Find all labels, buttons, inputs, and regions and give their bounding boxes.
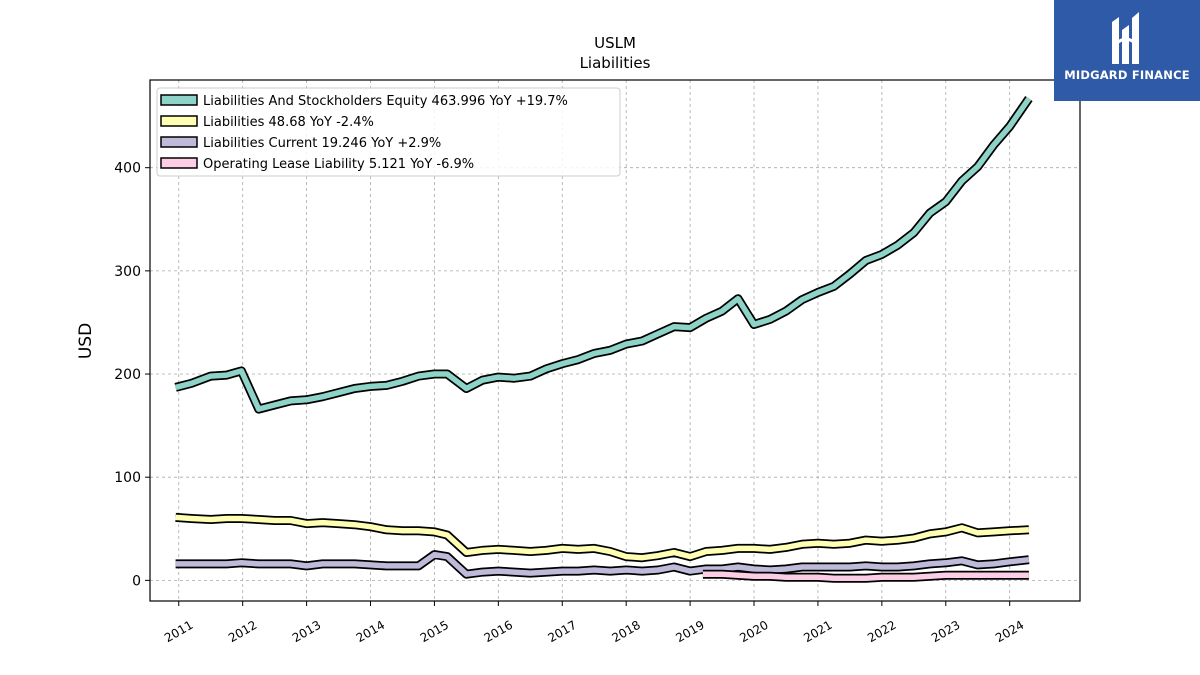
series-stroke bbox=[175, 514, 1030, 561]
x-tick-label: 2012 bbox=[226, 618, 259, 645]
series-line-2 bbox=[175, 512, 1030, 563]
x-tick-label: 2016 bbox=[482, 618, 515, 645]
x-tick-label: 2019 bbox=[673, 618, 706, 645]
series-stroke bbox=[175, 551, 1030, 577]
plot-frame bbox=[149, 79, 1081, 602]
x-tick-label: 2020 bbox=[737, 618, 770, 645]
series-line-4 bbox=[702, 569, 1029, 583]
x-tick-label: 2014 bbox=[354, 618, 387, 645]
series-stroke bbox=[174, 97, 1032, 412]
legend-box bbox=[156, 87, 621, 177]
x-tick-label: 2017 bbox=[546, 618, 579, 645]
y-tick-label: 400 bbox=[114, 161, 141, 177]
x-tick-label: 2018 bbox=[609, 618, 642, 645]
legend: Liabilities And Stockholders Equity 463.… bbox=[156, 87, 621, 177]
legend-swatch bbox=[160, 136, 198, 148]
legend-entry-label: Liabilities And Stockholders Equity 463.… bbox=[203, 94, 568, 109]
series-stroke bbox=[702, 571, 1029, 582]
legend-swatch bbox=[160, 115, 198, 127]
y-tick-label: 300 bbox=[114, 264, 141, 280]
midgard-finance-logo: MIDGARD FINANCE bbox=[1054, 0, 1200, 101]
chart-title: USLM bbox=[594, 34, 636, 52]
x-tick-label: 2011 bbox=[162, 618, 195, 645]
legend-swatch bbox=[160, 157, 198, 169]
series-line-3 bbox=[175, 550, 1030, 579]
logo-mark-icon bbox=[1112, 12, 1139, 64]
x-tick-label: 2024 bbox=[993, 618, 1026, 645]
legend-swatch bbox=[160, 94, 198, 106]
x-tick-label: 2021 bbox=[801, 618, 834, 645]
chart-subtitle: Liabilities bbox=[580, 54, 651, 72]
x-tick-label: 2022 bbox=[865, 618, 898, 645]
series-line-1 bbox=[174, 96, 1033, 414]
x-tick-label: 2013 bbox=[290, 618, 323, 645]
y-axis-label: USD bbox=[76, 323, 96, 359]
legend-entry-label: Operating Lease Liability 5.121 YoY -6.9… bbox=[203, 157, 474, 172]
series-layer bbox=[174, 96, 1033, 583]
legend-entry-label: Liabilities 48.68 YoY -2.4% bbox=[203, 115, 374, 130]
legend-entry-label: Liabilities Current 19.246 YoY +2.9% bbox=[203, 136, 441, 151]
x-tick-label: 2023 bbox=[929, 618, 962, 645]
logo-text: MIDGARD FINANCE bbox=[1064, 68, 1190, 82]
y-tick-label: 0 bbox=[132, 573, 141, 589]
y-tick-label: 100 bbox=[114, 470, 141, 486]
x-tick-label: 2015 bbox=[418, 618, 451, 645]
y-tick-label: 200 bbox=[114, 367, 141, 383]
